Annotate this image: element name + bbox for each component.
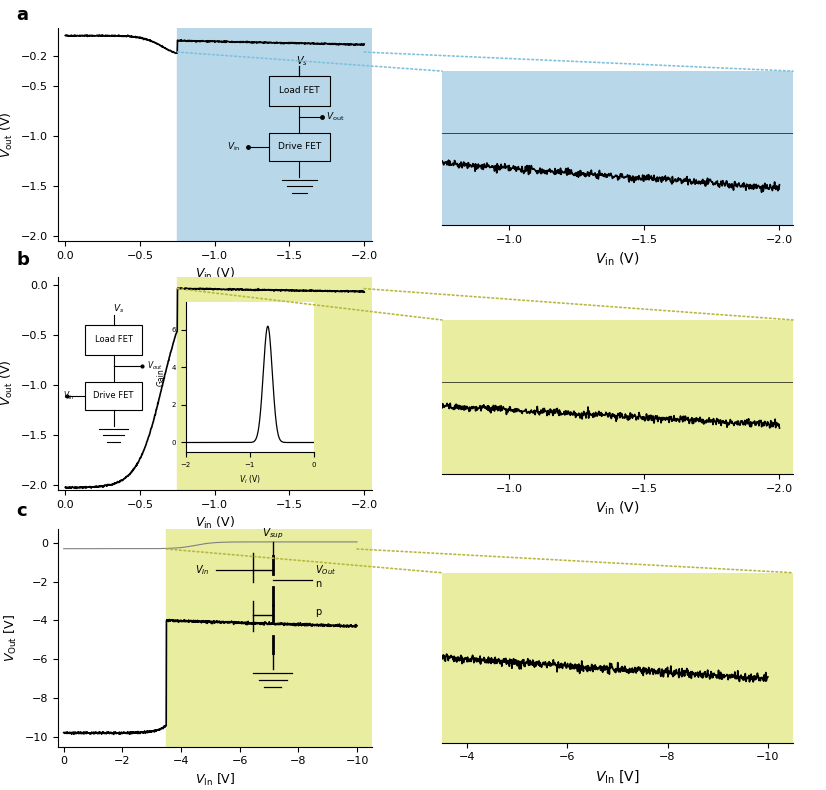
Y-axis label: $V_\mathrm{Out}$ [V]: $V_\mathrm{Out}$ [V] [3, 614, 19, 662]
Bar [178, 28, 372, 241]
Text: Drive FET: Drive FET [278, 142, 321, 152]
Text: $V_{In}$: $V_{In}$ [195, 563, 210, 577]
X-axis label: $V_\mathrm{in}$ (V): $V_\mathrm{in}$ (V) [195, 266, 235, 282]
Text: $V_{sup}$: $V_{sup}$ [262, 527, 283, 541]
Text: $V_\mathrm{out}$: $V_\mathrm{out}$ [326, 111, 344, 123]
Bar [166, 529, 372, 747]
Text: $V_{in}$: $V_{in}$ [63, 389, 74, 402]
X-axis label: $V_\mathrm{In}$ [V]: $V_\mathrm{In}$ [V] [596, 768, 639, 784]
X-axis label: $V_i$ (V): $V_i$ (V) [239, 473, 261, 486]
Text: $V_{out}$: $V_{out}$ [147, 359, 163, 372]
Text: a: a [17, 6, 29, 24]
Text: Drive FET: Drive FET [93, 391, 134, 401]
Text: c: c [17, 502, 27, 520]
Bar [268, 76, 330, 106]
X-axis label: $V_\mathrm{in}$ (V): $V_\mathrm{in}$ (V) [596, 250, 639, 268]
X-axis label: $V_\mathrm{in}$ (V): $V_\mathrm{in}$ (V) [195, 515, 235, 531]
Text: Load FET: Load FET [279, 86, 320, 96]
Text: b: b [17, 250, 30, 269]
X-axis label: $V_\mathrm{in}$ (V): $V_\mathrm{in}$ (V) [596, 499, 639, 517]
Text: $V_\mathrm{in}$: $V_\mathrm{in}$ [227, 141, 240, 153]
Bar [268, 133, 330, 161]
Text: $V_{Out}$: $V_{Out}$ [315, 563, 336, 577]
Y-axis label: Gain: Gain [157, 368, 166, 386]
Y-axis label: $V_\mathrm{out}$ (V): $V_\mathrm{out}$ (V) [0, 360, 16, 406]
Bar [178, 276, 372, 490]
Y-axis label: $V_\mathrm{out}$ (V): $V_\mathrm{out}$ (V) [0, 111, 16, 157]
Text: n: n [315, 579, 321, 589]
Text: Load FET: Load FET [95, 335, 132, 344]
Text: $V_s$: $V_s$ [296, 54, 308, 67]
Bar [85, 382, 143, 410]
Text: p: p [315, 608, 321, 617]
Bar [85, 325, 143, 355]
X-axis label: $V_\mathrm{In}$ [V]: $V_\mathrm{In}$ [V] [195, 772, 235, 788]
Text: $V_s$: $V_s$ [113, 303, 125, 315]
